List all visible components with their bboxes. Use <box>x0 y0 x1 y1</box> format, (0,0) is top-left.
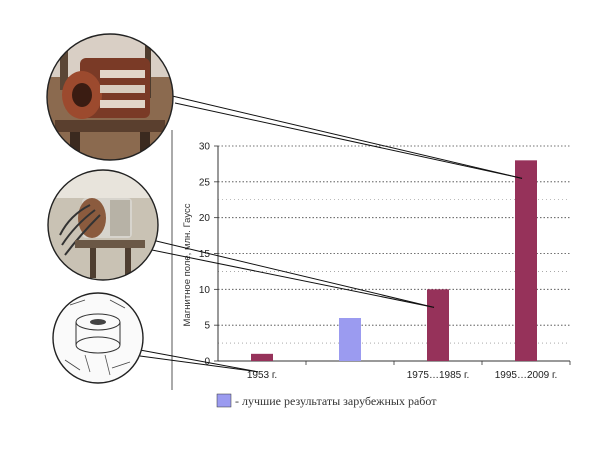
connector-lines <box>139 94 523 373</box>
connector-line <box>167 94 523 179</box>
x-tick-label: 1975…1985 г. <box>407 370 469 381</box>
x-tick-label: 1953 г. <box>247 370 277 381</box>
legend-swatch <box>216 393 232 408</box>
y-tick-label: 25 <box>199 177 211 188</box>
y-tick-label: 5 <box>204 321 210 332</box>
connector-line <box>174 102 523 179</box>
connector-line <box>151 239 435 308</box>
generator-drawing-small-icon <box>52 292 144 384</box>
bar-foreign-1 <box>339 318 361 361</box>
y-axis-label: Магнитное поле, млн. Гаусс <box>182 203 193 326</box>
y-tick-label: 30 <box>199 142 211 153</box>
bar-own-3 <box>515 160 537 361</box>
generator-photo-medium-icon <box>47 169 159 281</box>
legend: - лучшие результаты зарубежных работ <box>216 393 437 408</box>
connector-line <box>139 349 259 373</box>
connector-line <box>151 249 435 308</box>
y-tick-label: 10 <box>199 285 211 296</box>
legend-label: - лучшие результаты зарубежных работ <box>235 394 437 408</box>
y-tick-label: 15 <box>199 249 211 260</box>
y-tick-label: 20 <box>199 213 211 224</box>
connector-line <box>139 355 259 373</box>
bar-own-2 <box>427 289 449 361</box>
bar-own-0 <box>251 353 273 361</box>
generator-photo-large-icon <box>46 33 174 161</box>
x-tick-label: 1995…2009 г. <box>495 370 557 381</box>
